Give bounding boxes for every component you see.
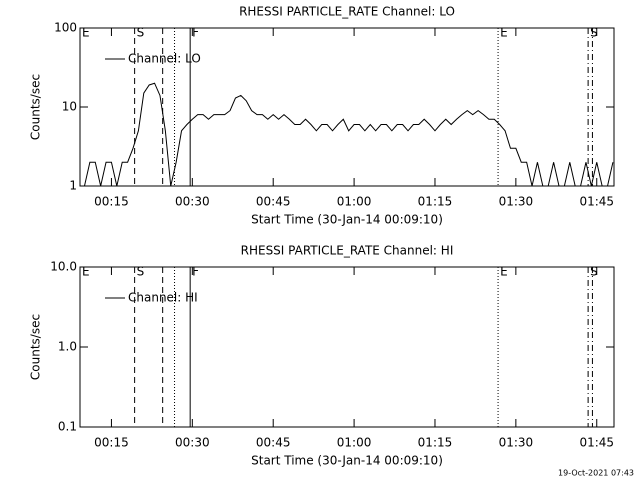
event-label: S <box>590 26 598 40</box>
event-label: E <box>82 26 90 40</box>
x-axis-label: Start Time (30-Jan-14 00:09:10) <box>251 454 443 468</box>
x-tick-label: 01:00 <box>337 436 372 450</box>
legend-label: Channel: LO <box>128 52 201 66</box>
event-label: S <box>590 265 598 279</box>
legend-label: Channel: HI <box>128 291 198 305</box>
y-tick-label: 10 <box>62 100 77 114</box>
timestamp: 19-Oct-2021 07:43 <box>558 469 634 478</box>
y-axis-label: Counts/sec <box>29 74 43 140</box>
x-tick-label: 01:15 <box>418 436 453 450</box>
y-axis-label: Counts/sec <box>29 314 43 380</box>
x-tick-label: 00:15 <box>94 436 129 450</box>
x-tick-label: 00:30 <box>175 195 210 209</box>
y-tick-label: 100 <box>54 21 77 35</box>
x-tick-label: 00:30 <box>175 436 210 450</box>
event-label: F <box>192 26 199 40</box>
y-tick-label: 1.0 <box>58 340 77 354</box>
chart-title: RHESSI PARTICLE_RATE Channel: HI <box>241 244 454 258</box>
x-tick-label: 01:45 <box>579 436 614 450</box>
x-tick-label: 01:30 <box>499 195 534 209</box>
event-label: S <box>137 26 145 40</box>
x-tick-label: 01:30 <box>499 436 534 450</box>
x-tick-label: 00:45 <box>256 436 291 450</box>
y-tick-label: 10.0 <box>50 260 77 274</box>
x-axis-label: Start Time (30-Jan-14 00:09:10) <box>251 213 443 227</box>
chart-title: RHESSI PARTICLE_RATE Channel: LO <box>239 5 455 19</box>
x-tick-label: 00:15 <box>94 195 129 209</box>
y-tick-label: 0.1 <box>58 420 77 434</box>
x-tick-label: 01:45 <box>579 195 614 209</box>
x-tick-label: 01:15 <box>418 195 453 209</box>
event-label: F <box>192 265 199 279</box>
x-tick-label: 01:00 <box>337 195 372 209</box>
y-tick-label: 1 <box>69 179 77 193</box>
event-label: E <box>500 26 508 40</box>
event-label: E <box>500 265 508 279</box>
x-tick-label: 00:45 <box>256 195 291 209</box>
event-label: S <box>137 265 145 279</box>
event-label: E <box>82 265 90 279</box>
data-line <box>83 82 614 186</box>
